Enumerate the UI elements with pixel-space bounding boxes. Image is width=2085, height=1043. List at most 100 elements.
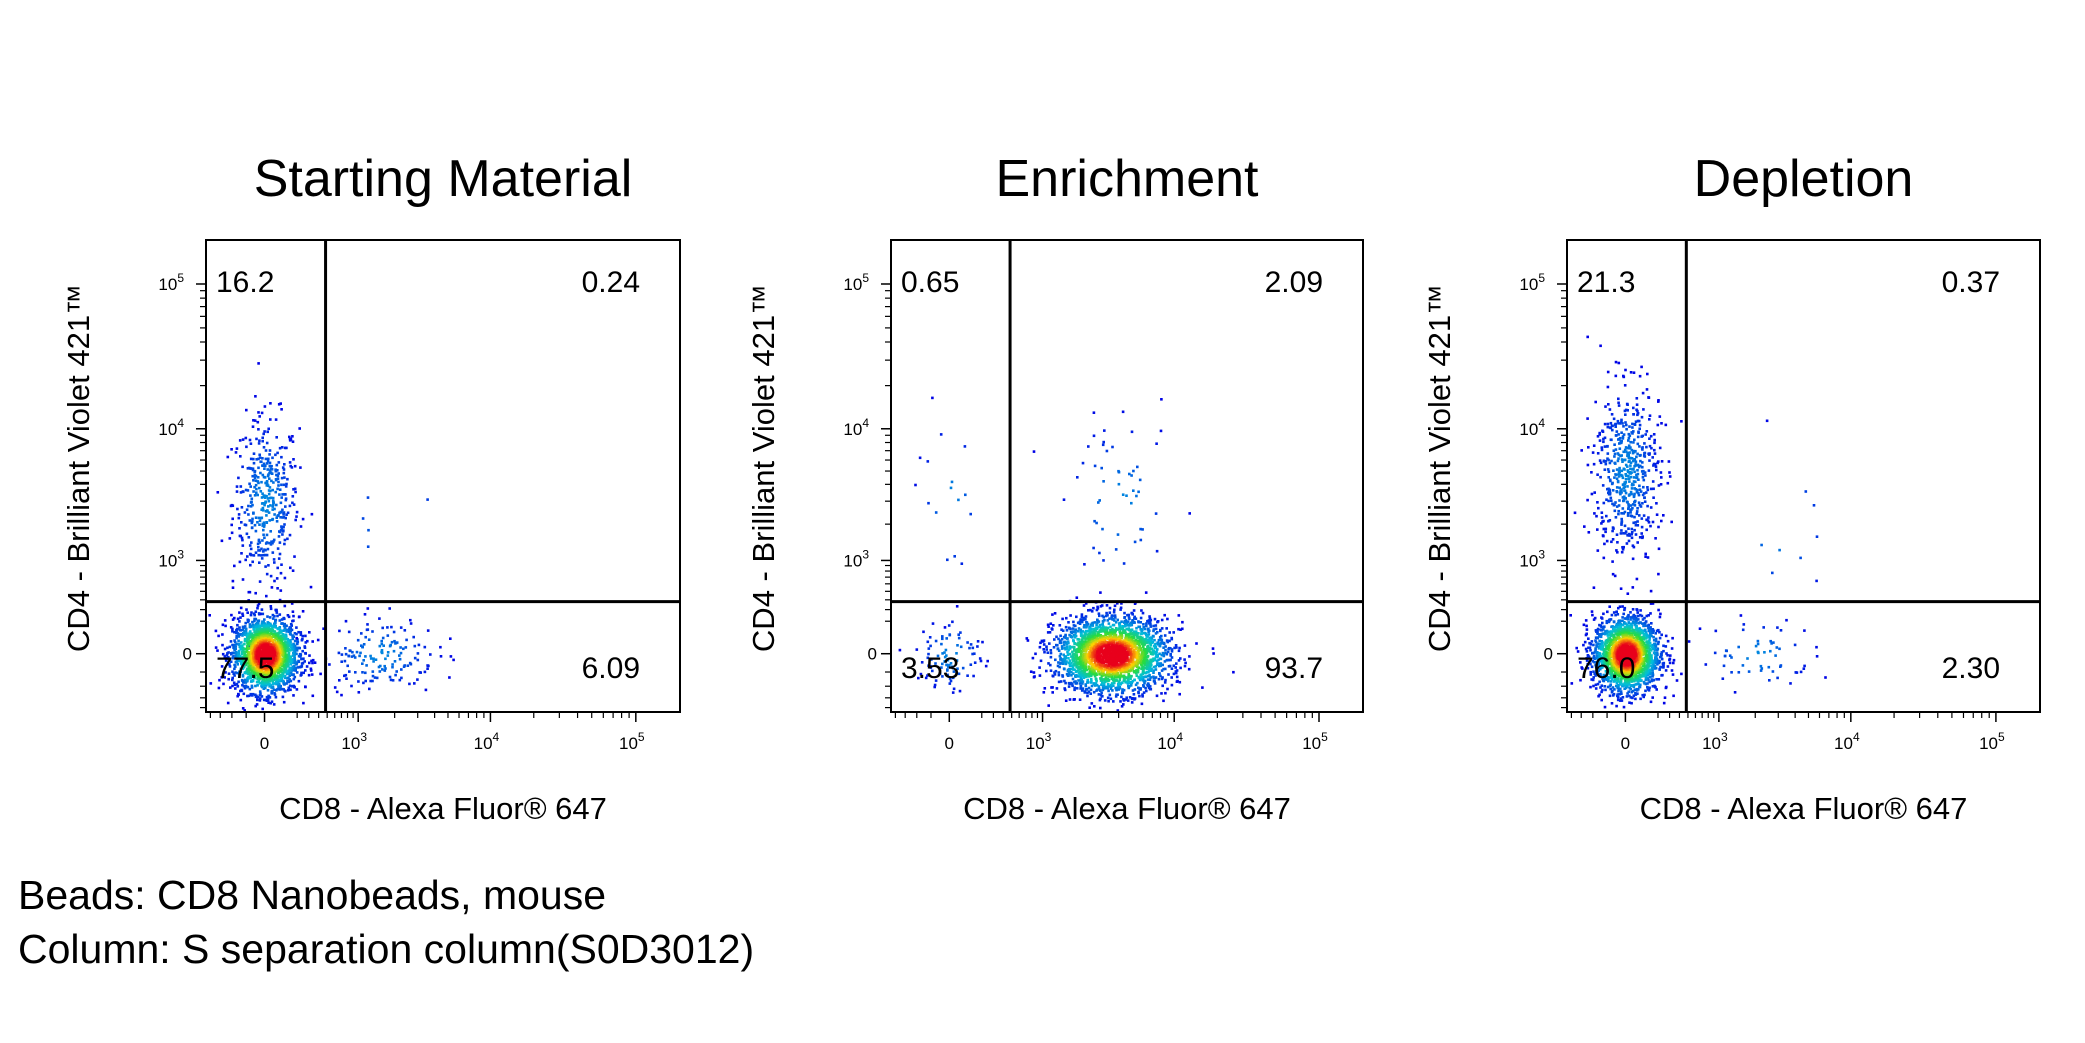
- event-dot: [240, 661, 244, 664]
- event-dot: [221, 643, 224, 647]
- event-dot: [265, 541, 269, 544]
- event-dot: [261, 502, 265, 505]
- event-dot: [297, 654, 301, 658]
- event-dot: [1127, 684, 1130, 688]
- event-dot: [293, 645, 297, 648]
- event-dot: [304, 641, 308, 644]
- event-dot: [283, 617, 286, 621]
- event-dot: [243, 686, 247, 690]
- event-dot: [240, 678, 244, 682]
- event-dot: [292, 668, 296, 672]
- event-dot: [307, 673, 311, 677]
- event-dot: [1115, 693, 1118, 696]
- event-dot: [235, 485, 239, 488]
- event-dot: [241, 438, 245, 441]
- event-dot: [276, 487, 279, 491]
- event-dot: [394, 673, 397, 677]
- event-dot: [1105, 604, 1109, 607]
- event-dot: [231, 579, 235, 583]
- event-dot: [261, 439, 264, 443]
- event-dot: [1038, 666, 1041, 669]
- event-dot: [255, 437, 258, 441]
- event-dot: [1064, 681, 1067, 685]
- event-dot: [416, 652, 420, 655]
- event-dot: [295, 642, 299, 646]
- event-dot: [277, 637, 280, 641]
- event-dot: [1173, 646, 1176, 650]
- event-dot: [258, 439, 261, 442]
- event-dot: [284, 505, 287, 508]
- event-dot: [372, 660, 375, 663]
- event-dot: [1179, 628, 1182, 631]
- event-dot: [233, 630, 236, 634]
- event-dot: [253, 470, 256, 474]
- event-dot: [232, 681, 236, 685]
- event-dot: [416, 678, 419, 681]
- event-dot: [1046, 623, 1050, 627]
- event-dot: [245, 608, 248, 611]
- event-dot: [1065, 629, 1069, 632]
- event-dot: [261, 457, 264, 460]
- event-dot: [300, 662, 304, 665]
- event-dot: [263, 618, 266, 621]
- event-dot: [229, 626, 233, 629]
- panel-title: Enrichment: [996, 150, 1260, 208]
- event-dot: [270, 586, 274, 589]
- event-dot: [366, 623, 369, 626]
- event-dot: [252, 457, 255, 461]
- event-dot: [270, 540, 273, 543]
- event-dot: [311, 658, 315, 662]
- event-dot: [1053, 671, 1056, 674]
- event-dot: [259, 692, 262, 695]
- event-dot: [246, 555, 249, 558]
- event-dot: [223, 655, 227, 658]
- event-dot: [1064, 625, 1068, 629]
- event-dot: [234, 451, 238, 454]
- event-dot: [288, 678, 291, 681]
- event-dot: [262, 671, 265, 674]
- event-dot: [245, 532, 249, 536]
- event-dot: [275, 473, 278, 477]
- event-dot: [1059, 652, 1063, 656]
- event-dot: [1149, 625, 1153, 628]
- event-dot: [252, 452, 256, 455]
- event-dot: [275, 503, 278, 507]
- event-dot: [299, 466, 302, 469]
- event-dot: [391, 663, 394, 666]
- event-dot: [253, 670, 256, 674]
- event-dot: [272, 481, 275, 484]
- event-dot: [267, 701, 270, 704]
- event-dot: [293, 675, 297, 679]
- event-dot: [1052, 646, 1056, 649]
- event-dot: [1082, 604, 1086, 607]
- event-dot: [292, 694, 295, 697]
- event-dot: [1126, 699, 1130, 702]
- event-dot: [256, 695, 260, 699]
- event-dot: [293, 657, 296, 660]
- event-dot: [369, 654, 372, 658]
- event-dot: [264, 625, 268, 628]
- event-dot: [1102, 615, 1105, 619]
- event-dot: [243, 709, 246, 712]
- event-dot: [291, 495, 295, 498]
- event-dot: [260, 516, 264, 520]
- event-dot: [271, 488, 274, 492]
- event-dot: [270, 627, 273, 631]
- event-dot: [263, 496, 267, 499]
- event-dot: [243, 633, 247, 636]
- event-dot: [1137, 690, 1140, 694]
- event-dot: [266, 615, 269, 618]
- event-dot: [291, 648, 294, 651]
- event-dot: [379, 664, 382, 668]
- event-dot: [242, 663, 245, 666]
- event-dot: [223, 619, 227, 622]
- event-dot: [1181, 620, 1184, 624]
- event-dot: [1098, 614, 1101, 618]
- event-dot: [381, 668, 384, 671]
- event-dot: [281, 508, 284, 512]
- event-dot: [281, 530, 285, 533]
- event-dot: [293, 639, 297, 643]
- event-dot: [218, 678, 221, 682]
- event-dot: [386, 634, 390, 637]
- event-dot: [398, 678, 402, 682]
